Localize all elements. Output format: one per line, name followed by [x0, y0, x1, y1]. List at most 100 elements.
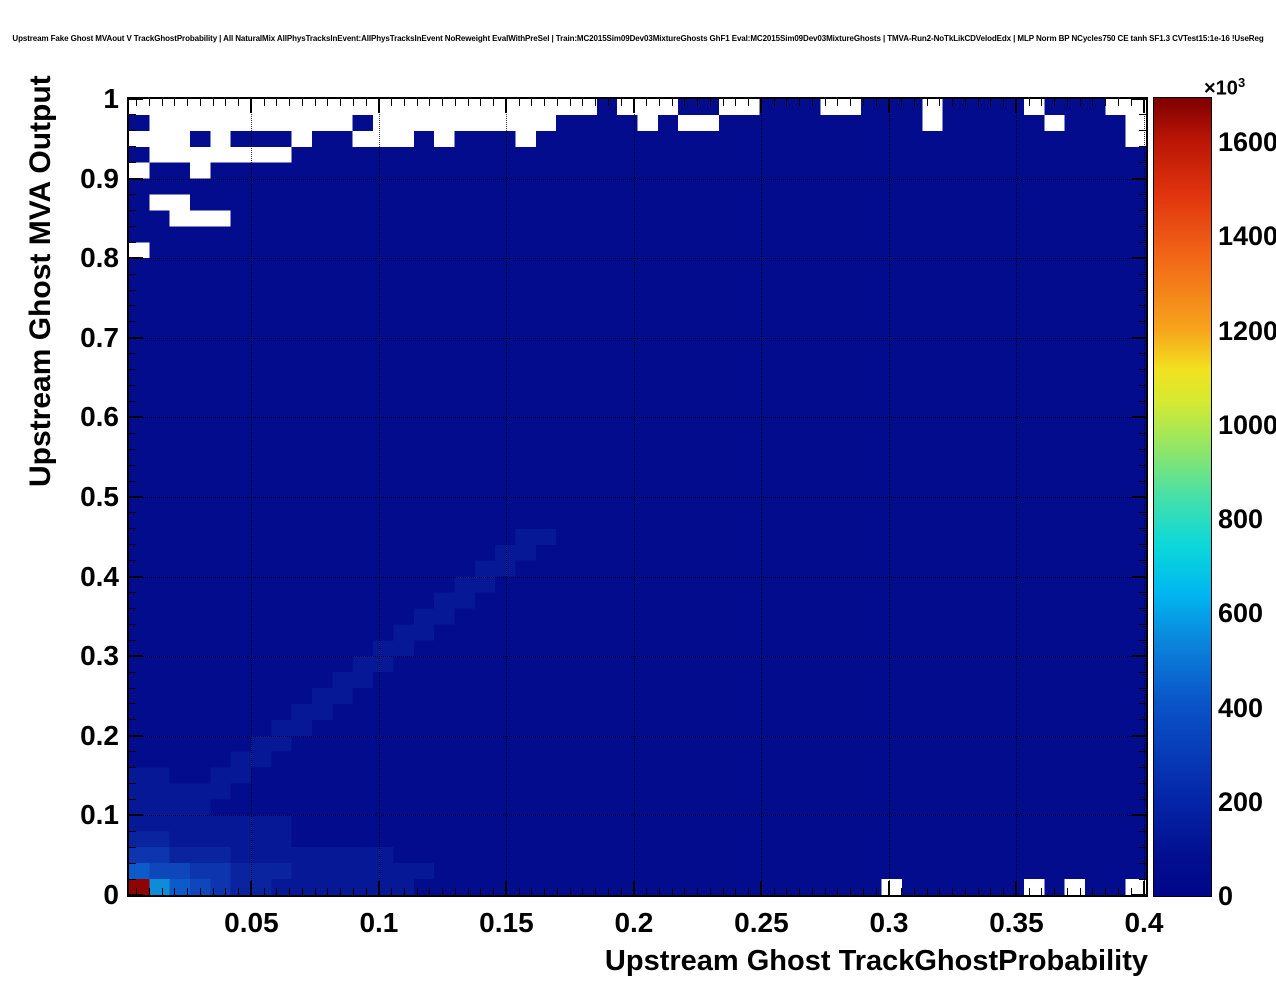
y-tick: [129, 830, 136, 832]
x-tick: [1079, 888, 1081, 895]
x-tick: [263, 888, 265, 895]
x-tick: [365, 99, 367, 106]
y-tick: [1139, 862, 1146, 864]
x-tick: [1015, 99, 1018, 113]
x-tick: [735, 99, 737, 106]
y-tick: [129, 575, 143, 578]
x-axis-title: Upstream Ghost TrackGhostProbability: [604, 945, 1148, 977]
y-tick: [129, 114, 136, 116]
x-tick: [569, 99, 571, 106]
y-tick: [1139, 767, 1146, 769]
y-tick: [1132, 257, 1146, 260]
y-tick: [129, 146, 136, 148]
x-tick: [569, 888, 571, 895]
x-tick: [493, 99, 495, 106]
y-tick: [129, 544, 136, 546]
x-tick: [722, 99, 724, 106]
x-tick: [646, 99, 648, 106]
x-tick: [467, 888, 469, 895]
grid-line-horizontal: [129, 815, 1146, 817]
x-tick: [620, 888, 622, 895]
x-tick: [327, 888, 329, 895]
x-tick: [556, 99, 558, 106]
x-tick: [952, 99, 954, 106]
grid-line-horizontal: [129, 497, 1146, 498]
x-tick: [1015, 881, 1018, 895]
y-tick: [1139, 146, 1146, 148]
x-tick: [187, 888, 189, 895]
grid-line-horizontal: [129, 417, 1146, 419]
y-tick-label: 0.3: [80, 640, 119, 672]
x-tick: [697, 888, 699, 895]
y-tick-label: 0.7: [80, 321, 119, 353]
y-tick: [129, 480, 136, 482]
x-tick: [1105, 99, 1107, 106]
y-tick: [129, 241, 136, 243]
y-tick: [129, 130, 136, 132]
x-tick: [161, 888, 163, 895]
x-tick: [1105, 888, 1107, 895]
x-tick: [582, 99, 584, 106]
x-tick: [442, 99, 444, 106]
y-tick: [129, 98, 143, 100]
y-tick: [129, 703, 136, 705]
x-tick: [824, 99, 826, 106]
x-tick: [238, 99, 240, 106]
y-tick-label: 1: [103, 83, 119, 114]
x-tick: [518, 99, 520, 106]
x-tick: [990, 99, 992, 106]
y-tick-label: 0.1: [80, 799, 119, 831]
x-tick: [913, 99, 915, 106]
x-tick: [377, 881, 380, 895]
x-tick: [926, 888, 928, 895]
x-tick: [862, 99, 864, 106]
x-tick: [964, 99, 966, 106]
y-tick: [129, 177, 143, 180]
x-tick: [773, 888, 775, 895]
x-tick: [709, 888, 711, 895]
y-tick: [1132, 814, 1146, 817]
y-tick: [129, 719, 136, 721]
x-tick: [429, 99, 431, 106]
y-tick: [129, 194, 136, 196]
y-tick: [1139, 464, 1146, 466]
plot-title: Upstream Fake Ghost MVAout V TrackGhostP…: [12, 34, 1264, 43]
x-tick: [811, 888, 813, 895]
x-tick-label: 0.2: [614, 907, 654, 938]
x-tick: [697, 99, 699, 106]
x-tick: [505, 99, 508, 113]
y-tick: [129, 209, 136, 211]
y-tick: [129, 783, 136, 785]
y-axis-title: Upstream Ghost MVA Output: [24, 75, 57, 487]
y-tick: [129, 385, 136, 387]
x-tick: [799, 99, 801, 106]
grid-line-horizontal: [129, 656, 1146, 658]
y-tick: [129, 496, 143, 498]
x-tick: [416, 99, 418, 106]
x-tick: [926, 99, 928, 106]
x-tick: [582, 888, 584, 895]
x-tick-label: 0.4: [1124, 907, 1164, 938]
x-tick: [964, 888, 966, 895]
y-tick: [129, 639, 136, 641]
x-tick: [658, 99, 660, 106]
x-tick: [939, 99, 941, 106]
y-tick: [129, 336, 143, 339]
z-tick-label: 200: [1218, 786, 1264, 817]
x-tick: [199, 99, 201, 106]
y-tick: [1139, 241, 1146, 243]
x-tick: [850, 99, 852, 106]
x-tick: [174, 99, 176, 106]
y-tick: [129, 257, 143, 260]
x-tick: [314, 888, 316, 895]
x-tick: [365, 888, 367, 895]
x-tick: [1130, 888, 1132, 895]
x-tick: [620, 99, 622, 106]
x-tick: [340, 99, 342, 106]
x-tick: [301, 888, 303, 895]
y-tick: [1139, 592, 1146, 594]
x-tick: [250, 99, 253, 113]
x-tick: [977, 99, 979, 106]
x-tick: [1079, 99, 1081, 106]
z-tick-label: 800: [1218, 504, 1264, 535]
